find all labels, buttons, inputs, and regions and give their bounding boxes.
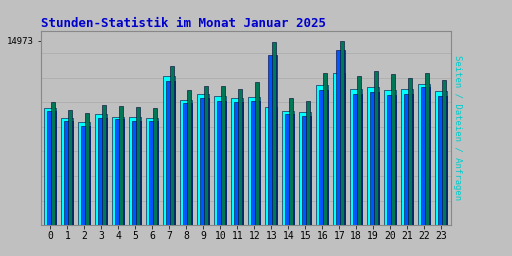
- Bar: [289, 99, 293, 225]
- Bar: [44, 108, 56, 225]
- Bar: [306, 101, 310, 225]
- Bar: [333, 73, 346, 225]
- Bar: [129, 117, 141, 225]
- Bar: [214, 96, 226, 225]
- Bar: [303, 116, 311, 225]
- Bar: [153, 108, 157, 225]
- Bar: [319, 90, 328, 225]
- Bar: [350, 89, 362, 225]
- Bar: [180, 100, 193, 225]
- Bar: [85, 113, 89, 225]
- Bar: [200, 99, 209, 225]
- Bar: [391, 74, 395, 225]
- Bar: [442, 80, 446, 225]
- Bar: [272, 42, 276, 225]
- Bar: [170, 66, 174, 225]
- Bar: [112, 117, 124, 225]
- Bar: [425, 73, 429, 225]
- Bar: [204, 86, 208, 225]
- Bar: [353, 93, 362, 225]
- Bar: [150, 121, 158, 225]
- Bar: [234, 102, 243, 225]
- Bar: [218, 101, 226, 225]
- Bar: [183, 103, 192, 225]
- Bar: [48, 111, 56, 225]
- Bar: [98, 118, 107, 225]
- Bar: [299, 112, 311, 225]
- Bar: [285, 114, 294, 225]
- Bar: [251, 101, 260, 225]
- Bar: [248, 97, 261, 225]
- Bar: [163, 76, 176, 225]
- Bar: [81, 125, 90, 225]
- Bar: [435, 91, 447, 225]
- Bar: [265, 107, 278, 225]
- Bar: [51, 102, 55, 225]
- Bar: [388, 95, 396, 225]
- Bar: [418, 84, 430, 225]
- Bar: [197, 93, 209, 225]
- Bar: [102, 105, 106, 225]
- Bar: [370, 92, 379, 225]
- Bar: [221, 86, 225, 225]
- Bar: [316, 85, 328, 225]
- Bar: [421, 87, 430, 225]
- Bar: [340, 41, 344, 225]
- Bar: [282, 111, 294, 225]
- Bar: [384, 90, 396, 225]
- Bar: [187, 90, 191, 225]
- Bar: [146, 118, 158, 225]
- Bar: [115, 119, 124, 225]
- Bar: [95, 114, 108, 225]
- Y-axis label: Seiten / Dateien / Anfragen: Seiten / Dateien / Anfragen: [453, 56, 462, 200]
- Bar: [374, 71, 378, 225]
- Bar: [133, 121, 141, 225]
- Bar: [408, 78, 412, 225]
- Bar: [78, 122, 91, 225]
- Bar: [65, 121, 73, 225]
- Bar: [268, 55, 277, 225]
- Bar: [336, 50, 345, 225]
- Bar: [401, 89, 413, 225]
- Bar: [119, 106, 123, 225]
- Text: Stunden-Statistik im Monat Januar 2025: Stunden-Statistik im Monat Januar 2025: [41, 17, 326, 29]
- Bar: [61, 118, 73, 225]
- Bar: [255, 82, 259, 225]
- Bar: [136, 107, 140, 225]
- Bar: [404, 93, 413, 225]
- Bar: [68, 110, 72, 225]
- Bar: [166, 81, 175, 225]
- Bar: [367, 87, 379, 225]
- Bar: [438, 96, 447, 225]
- Bar: [231, 99, 243, 225]
- Bar: [238, 89, 242, 225]
- Bar: [323, 73, 327, 225]
- Bar: [357, 76, 361, 225]
